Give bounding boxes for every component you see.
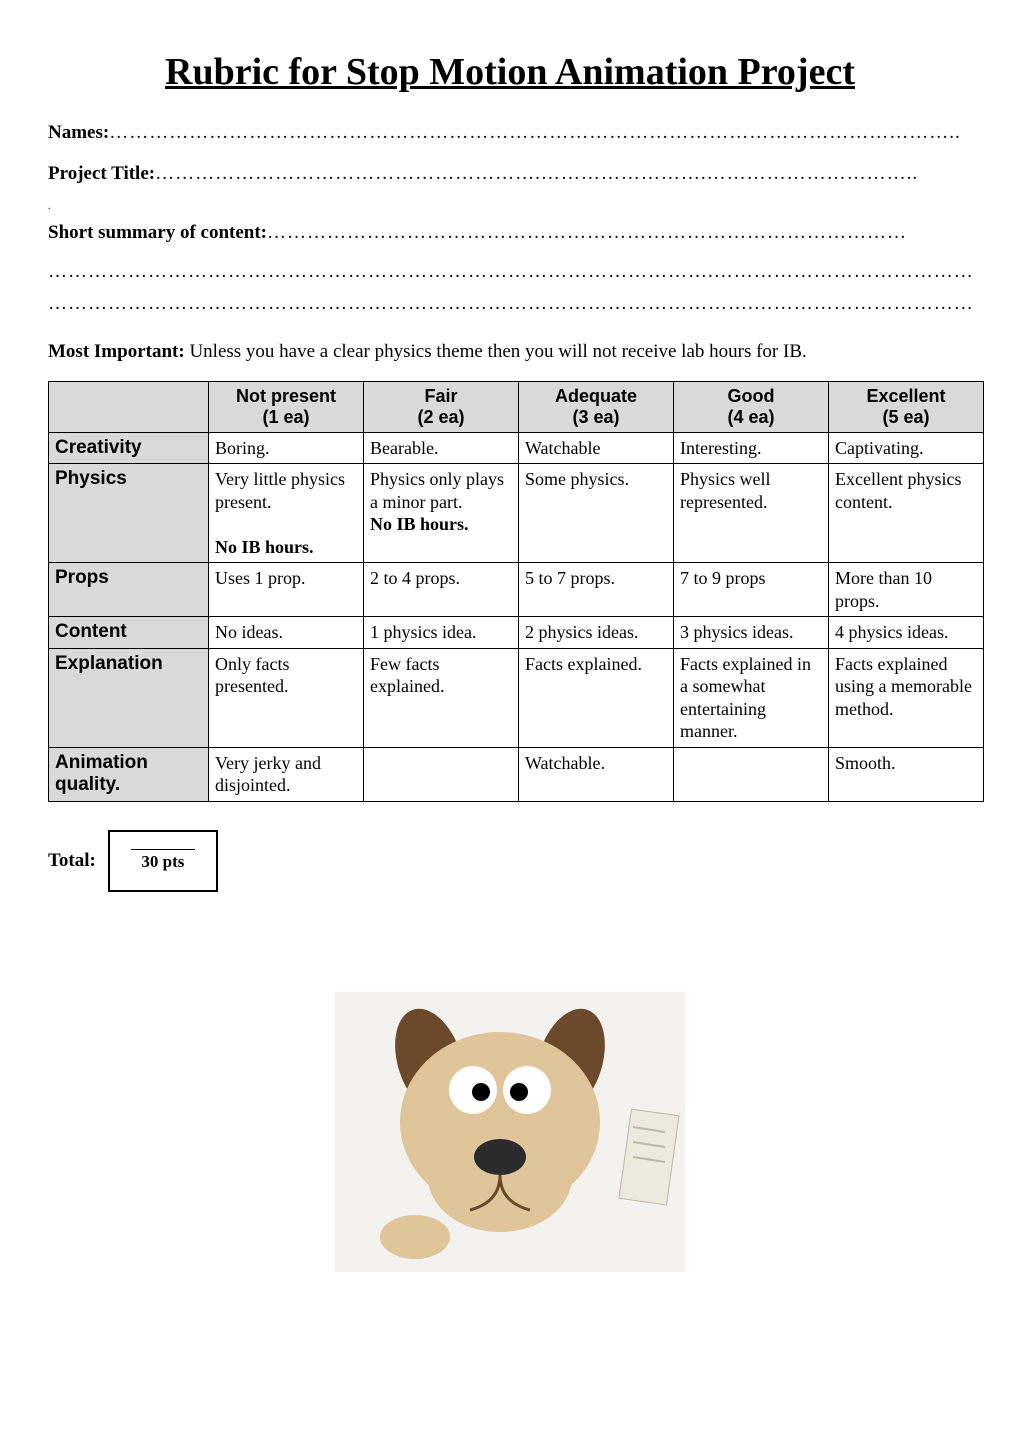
row-header: Creativity — [49, 432, 209, 464]
rubric-cell: More than 10 props. — [829, 563, 984, 617]
total-section: Total: 30 pts — [48, 830, 972, 892]
important-text: Unless you have a clear physics theme th… — [185, 341, 807, 362]
summary-label: Short summary of content: — [48, 222, 267, 243]
row-header: Content — [49, 617, 209, 649]
project-title-field: Project Title:………………………………………………….………………… — [48, 161, 972, 188]
rubric-cell: Only facts presented. — [209, 648, 364, 747]
total-denom: 30 pts — [141, 852, 184, 872]
rubric-cell: Facts explained. — [519, 648, 674, 747]
rubric-cell: Very little physics present.No IB hours. — [209, 464, 364, 563]
rubric-cell — [364, 747, 519, 801]
total-line — [131, 849, 195, 850]
rubric-cell: 5 to 7 props. — [519, 563, 674, 617]
rubric-cell: Excellent physics content. — [829, 464, 984, 563]
rubric-cell: Captivating. — [829, 432, 984, 464]
col-header: Fair(2 ea) — [364, 381, 519, 432]
project-title-dots: ………………………………………………….…………………….………………………….… — [155, 163, 918, 184]
row-header: Physics — [49, 464, 209, 563]
table-row: ContentNo ideas.1 physics idea.2 physics… — [49, 617, 984, 649]
figure-container — [48, 992, 972, 1272]
summary-line-2: ……………………………………………………………………………………….………………… — [48, 261, 972, 283]
col-header: Not present(1 ea) — [209, 381, 364, 432]
rubric-table: Not present(1 ea) Fair(2 ea) Adequate(3 … — [48, 381, 984, 802]
names-label: Names: — [48, 122, 109, 143]
summary-line-3: …………………………………………………………………………………………….…………… — [48, 293, 972, 315]
rubric-cell: Smooth. — [829, 747, 984, 801]
rubric-cell: Bearable. — [364, 432, 519, 464]
rubric-cell: Physics well represented. — [674, 464, 829, 563]
rubric-cell: Facts explained in a somewhat entertaini… — [674, 648, 829, 747]
rubric-cell: Uses 1 prop. — [209, 563, 364, 617]
rubric-cell: Boring. — [209, 432, 364, 464]
rubric-cell: Few facts explained. — [364, 648, 519, 747]
important-label: Most Important: — [48, 341, 185, 362]
table-row: PhysicsVery little physics present.No IB… — [49, 464, 984, 563]
rubric-cell: 2 physics ideas. — [519, 617, 674, 649]
rubric-cell: Some physics. — [519, 464, 674, 563]
summary-dots: …………………………………………………………………………………… — [267, 222, 907, 243]
rubric-cell: 2 to 4 props. — [364, 563, 519, 617]
gromit-image — [335, 992, 685, 1272]
rubric-cell: 7 to 9 props — [674, 563, 829, 617]
rubric-header-row: Not present(1 ea) Fair(2 ea) Adequate(3 … — [49, 381, 984, 432]
table-row: ExplanationOnly facts presented.Few fact… — [49, 648, 984, 747]
col-header: Adequate(3 ea) — [519, 381, 674, 432]
row-header: Animation quality. — [49, 747, 209, 801]
total-box: 30 pts — [108, 830, 218, 892]
table-row: Animation quality.Very jerky and disjoin… — [49, 747, 984, 801]
project-title-label: Project Title: — [48, 163, 155, 184]
rubric-cell: 3 physics ideas. — [674, 617, 829, 649]
rubric-cell: Watchable. — [519, 747, 674, 801]
rubric-cell: Interesting. — [674, 432, 829, 464]
table-row: CreativityBoring.Bearable.WatchableInter… — [49, 432, 984, 464]
row-header: Explanation — [49, 648, 209, 747]
rubric-cell: No ideas. — [209, 617, 364, 649]
rubric-cell — [674, 747, 829, 801]
col-header: Excellent(5 ea) — [829, 381, 984, 432]
summary-field: Short summary of content:………………………………………… — [48, 220, 972, 247]
rubric-cell: Physics only plays a minor part.No IB ho… — [364, 464, 519, 563]
rubric-cell: Facts explained using a memorable method… — [829, 648, 984, 747]
rubric-cell: Watchable — [519, 432, 674, 464]
row-header: Props — [49, 563, 209, 617]
page-title: Rubric for Stop Motion Animation Project — [48, 50, 972, 94]
names-field: Names:…………………………………………………………………………………………… — [48, 120, 972, 147]
rubric-corner — [49, 381, 209, 432]
total-label: Total: — [48, 850, 96, 872]
names-dots: …………………………………………………………………………………………………………… — [109, 122, 961, 143]
rubric-cell: 4 physics ideas. — [829, 617, 984, 649]
col-header: Good(4 ea) — [674, 381, 829, 432]
rubric-cell: Very jerky and disjointed. — [209, 747, 364, 801]
important-note: Most Important: Unless you have a clear … — [48, 341, 972, 363]
rubric-cell: 1 physics idea. — [364, 617, 519, 649]
table-row: PropsUses 1 prop.2 to 4 props.5 to 7 pro… — [49, 563, 984, 617]
